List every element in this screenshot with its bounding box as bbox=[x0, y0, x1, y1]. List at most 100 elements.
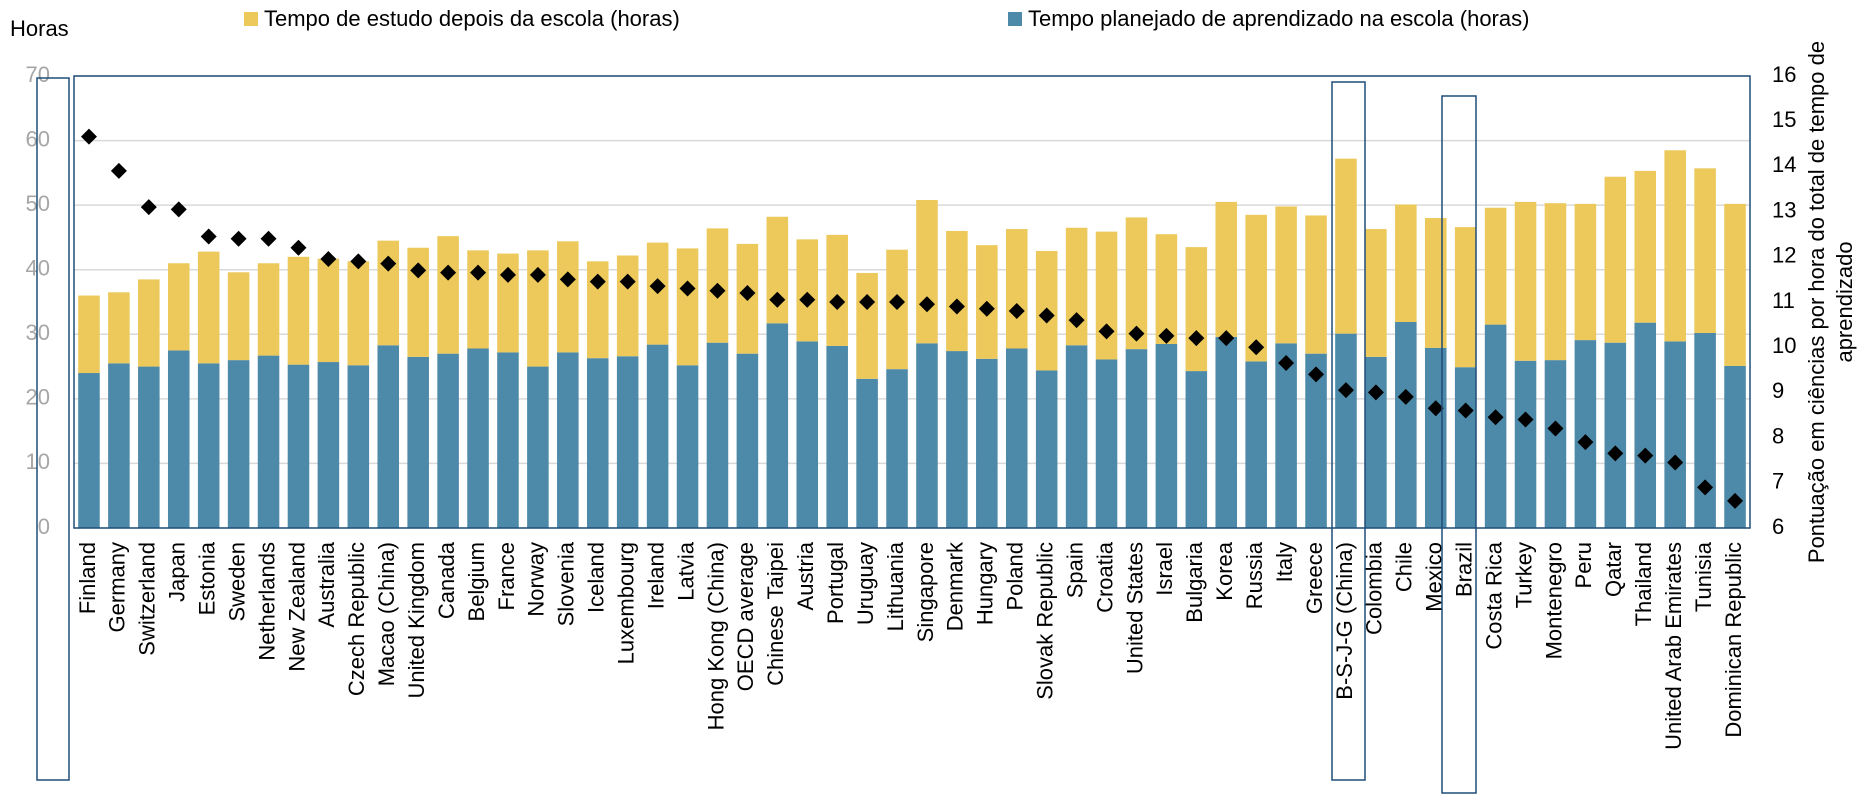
diamond-marker bbox=[1218, 330, 1235, 347]
bar bbox=[1125, 349, 1148, 528]
bar bbox=[1574, 340, 1597, 528]
diamond-marker bbox=[1397, 388, 1414, 405]
bar bbox=[766, 323, 789, 528]
bar bbox=[407, 247, 429, 357]
diamond-marker bbox=[948, 298, 965, 315]
bar bbox=[527, 366, 549, 528]
x-tick-label: Estonia bbox=[194, 541, 219, 615]
bar bbox=[1395, 204, 1417, 323]
bar bbox=[1484, 207, 1507, 325]
bar bbox=[1634, 322, 1657, 528]
y-tick-label: 30 bbox=[26, 320, 50, 345]
x-tick-label: Netherlands bbox=[254, 542, 279, 661]
legend-label: Tempo planejado de aprendizado na escola… bbox=[1028, 6, 1529, 31]
bar bbox=[1484, 324, 1507, 528]
diamond-marker bbox=[1667, 454, 1684, 471]
x-tick-label: Belgium bbox=[464, 542, 489, 621]
diamond-marker bbox=[619, 273, 636, 290]
bar bbox=[437, 236, 459, 354]
bar bbox=[1454, 227, 1477, 368]
bar bbox=[886, 369, 908, 528]
bar bbox=[1245, 361, 1267, 528]
bar bbox=[1065, 227, 1088, 346]
bar bbox=[257, 263, 280, 356]
x-tick-label: Iceland bbox=[584, 542, 609, 613]
diamond-marker bbox=[1697, 479, 1714, 496]
y2-axis-label-line: aprendizado bbox=[1832, 241, 1857, 362]
diamond-marker bbox=[1128, 325, 1145, 342]
diamond-marker bbox=[80, 128, 97, 145]
diamond-marker bbox=[170, 201, 187, 218]
bar bbox=[407, 356, 429, 528]
bar bbox=[706, 342, 729, 528]
y-tick-label: 0 bbox=[38, 514, 50, 539]
bar bbox=[377, 345, 400, 528]
bar bbox=[1245, 214, 1267, 362]
x-tick-label: Peru bbox=[1571, 542, 1596, 588]
diamond-marker bbox=[1607, 445, 1624, 462]
y2-tick-label: 16 bbox=[1772, 62, 1796, 87]
bar bbox=[1275, 343, 1297, 528]
y2-tick-label: 12 bbox=[1772, 243, 1796, 268]
bar bbox=[1005, 229, 1028, 349]
bar bbox=[1125, 217, 1148, 350]
bar bbox=[646, 344, 669, 528]
diamond-marker bbox=[320, 251, 337, 268]
bar bbox=[1065, 345, 1088, 528]
bar bbox=[1424, 218, 1447, 348]
x-tick-label: Montenegro bbox=[1541, 542, 1566, 659]
bar bbox=[1305, 215, 1327, 354]
x-tick-label: Italy bbox=[1272, 542, 1297, 582]
x-tick-label: New Zealand bbox=[284, 542, 309, 672]
y2-tick-label: 6 bbox=[1772, 514, 1784, 539]
x-tick-label: Germany bbox=[105, 542, 130, 632]
bar bbox=[856, 272, 878, 379]
x-tick-label: United Kingdom bbox=[404, 542, 429, 699]
x-tick-label: Mexico bbox=[1422, 542, 1447, 612]
bar bbox=[167, 263, 190, 351]
bar bbox=[467, 348, 489, 528]
diamond-marker bbox=[470, 264, 487, 281]
bar bbox=[616, 356, 639, 528]
diamond-marker bbox=[290, 239, 307, 256]
bar bbox=[557, 352, 579, 528]
x-tick-label: Tunisia bbox=[1691, 541, 1716, 612]
y-tick-label: 60 bbox=[26, 126, 50, 151]
x-tick-label: OECD average bbox=[733, 542, 758, 691]
legend-swatch bbox=[244, 12, 258, 26]
diamond-marker bbox=[1068, 312, 1085, 329]
bar bbox=[1215, 201, 1238, 337]
y2-axis-label: Pontuação em ciências por hora do total … bbox=[1804, 41, 1857, 563]
diamond-marker bbox=[1008, 303, 1025, 320]
bar bbox=[856, 378, 878, 528]
diamond-marker bbox=[140, 199, 157, 216]
diamond-marker bbox=[110, 162, 127, 179]
bar bbox=[317, 362, 340, 528]
diamond-marker bbox=[1427, 400, 1444, 417]
y-tick-label: 50 bbox=[26, 191, 50, 216]
bar bbox=[1724, 203, 1746, 366]
diamond-marker bbox=[679, 280, 696, 297]
x-tick-label: Thailand bbox=[1631, 542, 1656, 626]
x-tick-label: Switzerland bbox=[135, 542, 160, 656]
bar bbox=[1424, 347, 1447, 528]
bar bbox=[586, 261, 609, 359]
diamond-marker bbox=[1517, 411, 1534, 428]
diamond-marker bbox=[649, 278, 666, 295]
bar bbox=[138, 366, 160, 528]
bar bbox=[1305, 353, 1327, 528]
x-tick-label: Lithuania bbox=[883, 541, 908, 631]
diamond-marker bbox=[230, 230, 247, 247]
x-tick-label: Russia bbox=[1242, 541, 1267, 609]
bar bbox=[676, 365, 699, 528]
diamond-marker bbox=[978, 300, 995, 317]
bar bbox=[796, 239, 819, 342]
bar bbox=[78, 373, 100, 528]
x-tick-label: Singapore bbox=[913, 542, 938, 642]
bar bbox=[1694, 332, 1716, 528]
x-tick-label: Denmark bbox=[943, 541, 968, 631]
bar bbox=[1724, 365, 1746, 528]
bar bbox=[1155, 234, 1178, 344]
x-tick-label: Greece bbox=[1302, 542, 1327, 614]
bar bbox=[1335, 158, 1357, 334]
